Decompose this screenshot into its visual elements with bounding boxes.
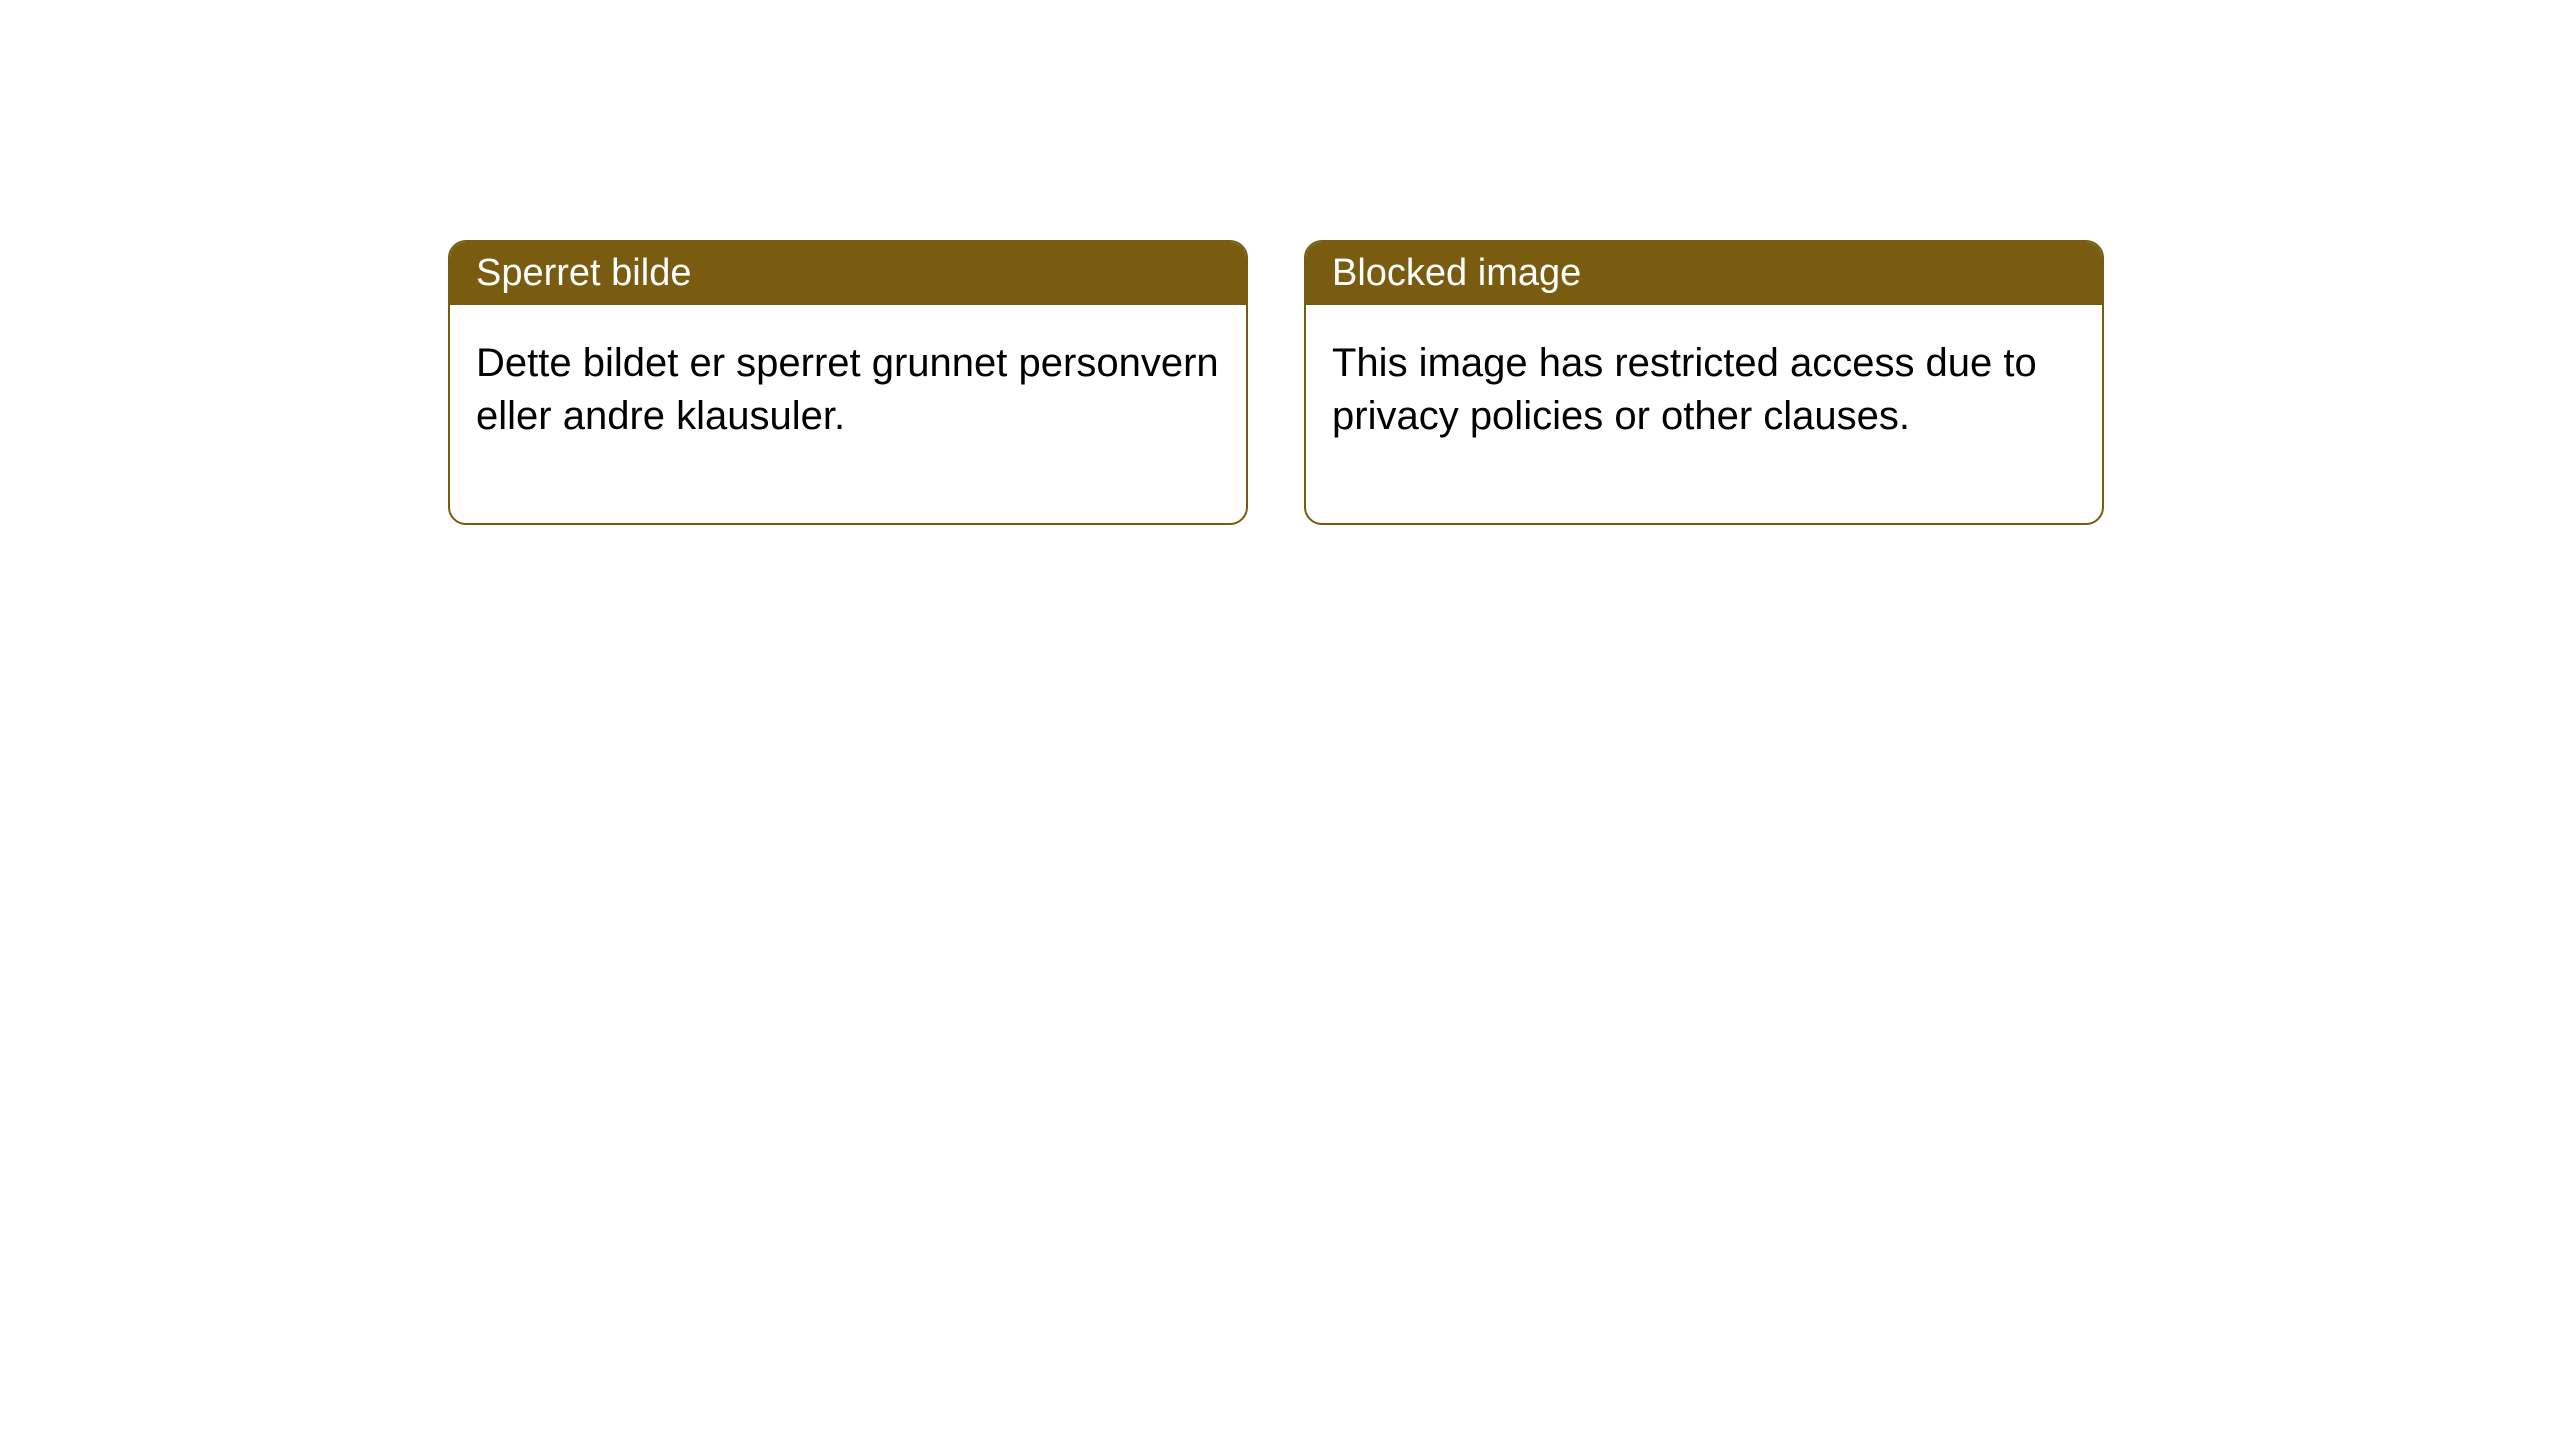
notice-card-english: Blocked image This image has restricted … <box>1304 240 2104 525</box>
notice-container: Sperret bilde Dette bildet er sperret gr… <box>448 240 2104 525</box>
notice-text-english: This image has restricted access due to … <box>1332 341 2037 438</box>
notice-body-norwegian: Dette bildet er sperret grunnet personve… <box>450 305 1246 523</box>
notice-title-norwegian: Sperret bilde <box>476 252 691 294</box>
notice-card-norwegian: Sperret bilde Dette bildet er sperret gr… <box>448 240 1248 525</box>
notice-header-english: Blocked image <box>1306 242 2102 305</box>
notice-body-english: This image has restricted access due to … <box>1306 305 2102 523</box>
notice-header-norwegian: Sperret bilde <box>450 242 1246 305</box>
notice-text-norwegian: Dette bildet er sperret grunnet personve… <box>476 341 1219 438</box>
notice-title-english: Blocked image <box>1332 252 1581 294</box>
